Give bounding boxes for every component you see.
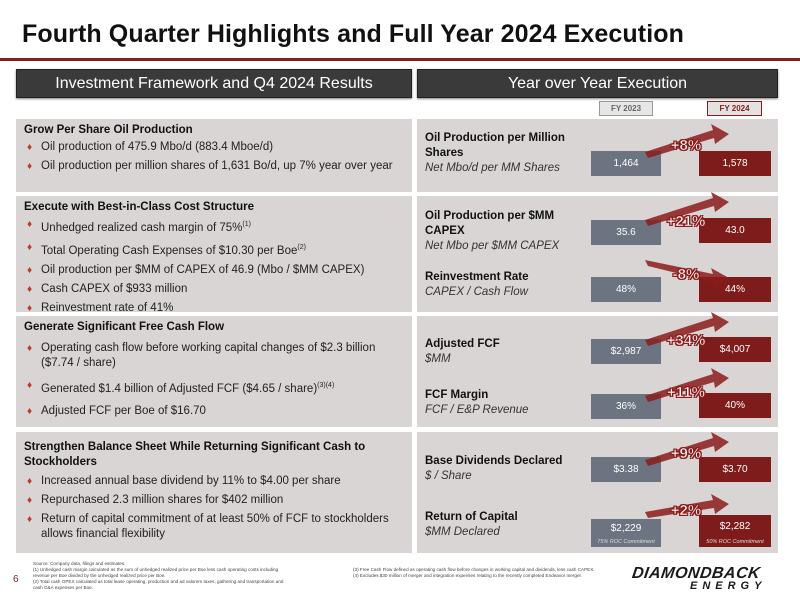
footnote-1: (1) Unhedged cash margin calculated as t… <box>33 567 279 572</box>
bullet-item: Total Operating Cash Expenses of $10.30 … <box>24 240 404 259</box>
section-grow-production: Grow Per Share Oil Production Oil produc… <box>16 119 412 192</box>
page-title: Fourth Quarter Highlights and Full Year … <box>22 20 685 48</box>
section-title: Strengthen Balance Sheet While Returning… <box>24 441 366 468</box>
bullet-item: Unhedged realized cash margin of 75%(1) <box>24 217 404 236</box>
footnote-source: Source: Company data, filings and estima… <box>33 561 126 566</box>
change-percent: +34% <box>666 332 706 350</box>
growth-arrow-icon <box>645 432 729 466</box>
logo-subtitle: ENERGY <box>690 580 767 592</box>
bullet-item: Adjusted FCF per Boe of $16.70 <box>24 404 404 419</box>
footnote-ref: (2) <box>297 243 306 251</box>
logo-wordmark: DIAMONDBACK <box>630 565 762 582</box>
bullet-item: Oil production per $MM of CAPEX of 46.9 … <box>24 263 404 278</box>
footnote-4: (4) Excludes $30 million of merger and i… <box>353 573 583 578</box>
bar-fy2024: 40% <box>699 393 771 418</box>
section-title: Generate Significant Free Cash Flow <box>24 321 225 333</box>
fy2023-label: FY 2023 <box>599 101 653 116</box>
footnote-ref: (3)(4) <box>317 382 335 389</box>
bar-fy2024: 1,578 <box>699 151 771 176</box>
section-balance-sheet: Strengthen Balance Sheet While Returning… <box>16 432 412 553</box>
bar-fy2024: 43.0 <box>699 218 771 243</box>
footnote-ref: (1) <box>242 221 251 228</box>
metric-panel-returns: Base Dividends Declared $ / Share $3.38 … <box>417 432 778 553</box>
bullet-item: Repurchased 2.3 million shares for $402 … <box>24 493 404 508</box>
footnote-2: (2) Total cash OPEX calculated as total … <box>33 579 284 584</box>
metric-label: Oil Production per $MM CAPEX Net Mbo per… <box>425 210 560 252</box>
footnote-2-cont: cash G&A expenses per Boe. <box>33 585 94 590</box>
section-free-cash-flow: Generate Significant Free Cash Flow Oper… <box>16 316 412 427</box>
decline-arrow-icon <box>645 260 729 288</box>
section-title: Execute with Best-in-Class Cost Structur… <box>24 201 255 213</box>
metric-label: Base Dividends Declared $ / Share <box>425 455 563 482</box>
metric-label: Oil Production per Million Shares Net Mb… <box>425 132 565 174</box>
bar-fy2024: $3.70 <box>699 457 771 482</box>
bar-fy2023: 48% <box>591 277 661 302</box>
metric-panel-production: Oil Production per Million Shares Net Mb… <box>417 119 778 192</box>
bullet-item: Operating cash flow before working capit… <box>24 341 404 371</box>
bullet-item: Increased annual base dividend by 11% to… <box>24 474 404 489</box>
title-divider <box>0 58 800 61</box>
fy2024-label: FY 2024 <box>707 101 762 116</box>
bullet-item: Oil production per million shares of 1,6… <box>24 159 404 174</box>
page-number: 6 <box>13 574 19 585</box>
right-section-header: Year over Year Execution <box>417 69 778 98</box>
change-percent: +11% <box>667 384 706 402</box>
bar-fy2023: $2,229 75% ROC Commitment <box>591 519 661 547</box>
metric-panel-fcf: Adjusted FCF $MM $2,987 $4,007 +34% FCF … <box>417 312 778 427</box>
growth-arrow-icon <box>645 494 729 518</box>
bar-fy2024: $4,007 <box>699 337 771 362</box>
metric-label: Return of Capital $MM Declared <box>425 511 518 538</box>
footnote-1-cont: revenue per Boe divided by the unhedged … <box>33 573 166 578</box>
bullet-item: Reinvestment rate of 41% <box>24 301 404 316</box>
section-title: Grow Per Share Oil Production <box>24 124 193 136</box>
growth-arrow-icon <box>645 312 729 346</box>
section-cost-structure: Execute with Best-in-Class Cost Structur… <box>16 196 412 316</box>
metric-label: FCF Margin FCF / E&P Revenue <box>425 389 529 416</box>
metric-panel-capex: Oil Production per $MM CAPEX Net Mbo per… <box>417 192 778 312</box>
change-percent: +9% <box>670 445 702 463</box>
change-percent: -8% <box>672 266 700 284</box>
growth-arrow-icon <box>645 368 729 402</box>
growth-arrow-icon <box>645 192 729 226</box>
change-percent: +8% <box>670 137 702 155</box>
metric-label: Adjusted FCF $MM <box>425 338 500 365</box>
footnote-3: (3) Free Cash Flow defined as operating … <box>353 567 595 572</box>
change-percent: +21% <box>666 213 706 231</box>
bar-note: 75% ROC Commitment <box>597 539 655 545</box>
bar-fy2024: $2,282 50% ROC Commitment <box>699 515 771 547</box>
bullet-item: Generated $1.4 billion of Adjusted FCF (… <box>24 378 404 397</box>
change-percent: +2% <box>670 502 702 520</box>
bullet-item: Return of capital commitment of at least… <box>24 512 404 542</box>
left-section-header: Investment Framework and Q4 2024 Results <box>16 69 412 98</box>
bullet-item: Oil production of 475.9 Mbo/d (883.4 Mbo… <box>24 140 404 155</box>
bar-note: 50% ROC Commitment <box>706 539 764 545</box>
bullet-item: Cash CAPEX of $933 million <box>24 282 404 297</box>
diamondback-logo: DIAMONDBACK ENERGY <box>630 565 794 592</box>
growth-arrow-icon <box>645 124 729 158</box>
metric-label: Reinvestment Rate CAPEX / Cash Flow <box>425 271 529 298</box>
